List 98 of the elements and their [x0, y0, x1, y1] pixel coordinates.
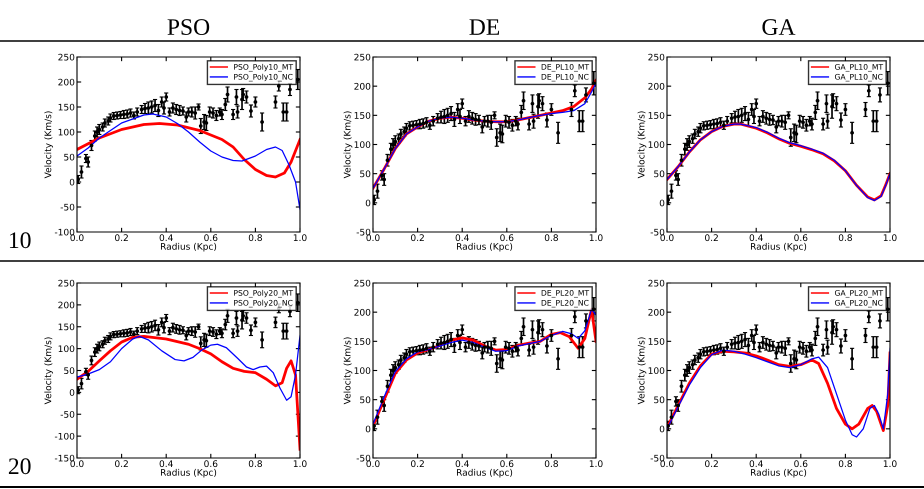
- y-axis-title: Velocity (Km/s): [344, 111, 352, 178]
- y-axis-title: Velocity (Km/s): [638, 111, 646, 178]
- x-tick-label: 0.6: [204, 234, 218, 242]
- x-tick-label: 1.0: [884, 234, 897, 242]
- y-tick-label: -100: [54, 432, 74, 440]
- x-tick-label: 0.8: [544, 460, 558, 468]
- y-tick-label: 200: [58, 302, 74, 308]
- x-tick-label: 0.6: [204, 460, 218, 468]
- y-tick-label: 100: [58, 128, 74, 136]
- x-tick-label: 0.4: [456, 460, 469, 468]
- x-tick-label: 0.4: [750, 234, 763, 242]
- y-tick-label: -50: [60, 410, 74, 418]
- x-tick-label: 1.0: [884, 460, 897, 468]
- x-tick-label: 0.8: [838, 460, 852, 468]
- y-tick-label: 0: [366, 426, 370, 432]
- y-tick-label: 200: [58, 78, 74, 86]
- y-tick-label: 250: [648, 54, 664, 61]
- x-tick-label: 0.4: [456, 234, 469, 242]
- y-tick-label: 150: [354, 338, 370, 345]
- y-tick-label: 100: [354, 141, 370, 148]
- x-tick-label: 0.6: [794, 234, 808, 242]
- y-tick-label: 250: [648, 280, 664, 287]
- x-tick-label: 0.0: [70, 234, 84, 242]
- y-tick-label: 150: [648, 338, 664, 345]
- y-tick-label: 50: [654, 170, 664, 178]
- y-tick-label: -50: [356, 454, 370, 462]
- y-tick-label: 100: [354, 367, 370, 374]
- y-tick-label: -150: [54, 454, 74, 462]
- y-axis-title: Velocity (Km/s): [44, 111, 54, 178]
- y-tick-label: 150: [58, 104, 74, 111]
- x-axis-title: Radius (Kpc): [160, 468, 216, 478]
- y-tick-label: 0: [660, 426, 664, 432]
- x-axis-title: Radius (Kpc): [456, 468, 512, 478]
- chart-title: GA: [762, 19, 796, 36]
- x-tick-label: 0.0: [660, 460, 674, 468]
- y-tick-label: 50: [654, 396, 664, 404]
- y-tick-label: 200: [354, 82, 370, 90]
- y-tick-label: -50: [650, 228, 664, 236]
- y-tick-label: 50: [64, 154, 74, 161]
- y-tick-label: 250: [354, 54, 370, 61]
- y-tick-label: 100: [648, 367, 664, 374]
- y-tick-label: 150: [648, 112, 664, 119]
- y-axis-title: Velocity (Km/s): [44, 337, 54, 404]
- x-tick-label: 0.6: [500, 460, 514, 468]
- y-tick-label: 50: [64, 367, 74, 374]
- y-tick-label: 250: [58, 54, 74, 61]
- text: 20: [8, 458, 31, 474]
- y-tick-label: 0: [70, 178, 74, 186]
- x-tick-label: 0.6: [500, 234, 514, 242]
- x-tick-label: 0.0: [70, 460, 84, 468]
- y-tick-label: 250: [58, 280, 74, 287]
- x-axis-title: Radius (Kpc): [750, 468, 806, 478]
- y-axis-title: Velocity (Km/s): [638, 337, 646, 404]
- y-tick-label: -50: [650, 454, 664, 462]
- x-tick-label: 0.8: [544, 234, 558, 242]
- x-tick-label: 1.0: [294, 234, 307, 242]
- x-tick-label: 0.0: [366, 234, 380, 242]
- x-tick-label: 0.4: [750, 460, 763, 468]
- x-tick-label: 0.2: [705, 460, 718, 468]
- y-tick-label: 100: [648, 141, 664, 148]
- y-tick-label: 200: [648, 82, 664, 90]
- x-tick-label: 0.8: [248, 234, 262, 242]
- y-tick-label: 200: [354, 308, 370, 316]
- y-tick-label: 250: [354, 280, 370, 287]
- x-tick-label: 0.0: [366, 460, 380, 468]
- y-tick-label: -50: [356, 228, 370, 236]
- x-tick-label: 0.4: [160, 234, 173, 242]
- y-tick-label: 50: [360, 396, 370, 404]
- chart-title: PSO: [168, 19, 210, 36]
- y-tick-label: 0: [70, 389, 74, 396]
- x-tick-label: 0.4: [160, 460, 173, 468]
- y-tick-label: 100: [58, 345, 74, 352]
- y-tick-label: 0: [660, 200, 664, 206]
- x-tick-label: 0.2: [411, 460, 424, 468]
- x-tick-label: 0.0: [660, 234, 674, 242]
- chart-title: DE: [469, 19, 500, 35]
- x-axis-title: Radius (Kpc): [160, 242, 216, 252]
- x-tick-label: 0.2: [705, 234, 718, 242]
- x-tick-label: 0.6: [794, 460, 808, 468]
- x-tick-label: 0.2: [411, 234, 424, 242]
- y-tick-label: 50: [360, 170, 370, 178]
- y-tick-label: 200: [648, 308, 664, 316]
- y-tick-label: 150: [354, 112, 370, 119]
- x-tick-label: 0.8: [248, 460, 262, 468]
- x-tick-label: 1.0: [590, 234, 603, 242]
- y-tick-label: -100: [54, 228, 74, 236]
- x-tick-label: 0.2: [115, 460, 128, 468]
- y-axis-title: Velocity (Km/s): [344, 337, 352, 404]
- x-tick-label: 0.8: [838, 234, 852, 242]
- y-tick-label: -50: [60, 204, 74, 211]
- x-tick-label: 1.0: [590, 460, 603, 468]
- text: 10: [10, 232, 31, 248]
- x-tick-label: 0.2: [115, 234, 128, 242]
- x-axis-title: Radius (Kpc): [456, 242, 512, 252]
- y-tick-label: 0: [366, 200, 370, 206]
- y-tick-label: 150: [58, 323, 74, 330]
- x-tick-label: 1.0: [294, 460, 307, 468]
- x-axis-title: Radius (Kpc): [750, 242, 806, 252]
